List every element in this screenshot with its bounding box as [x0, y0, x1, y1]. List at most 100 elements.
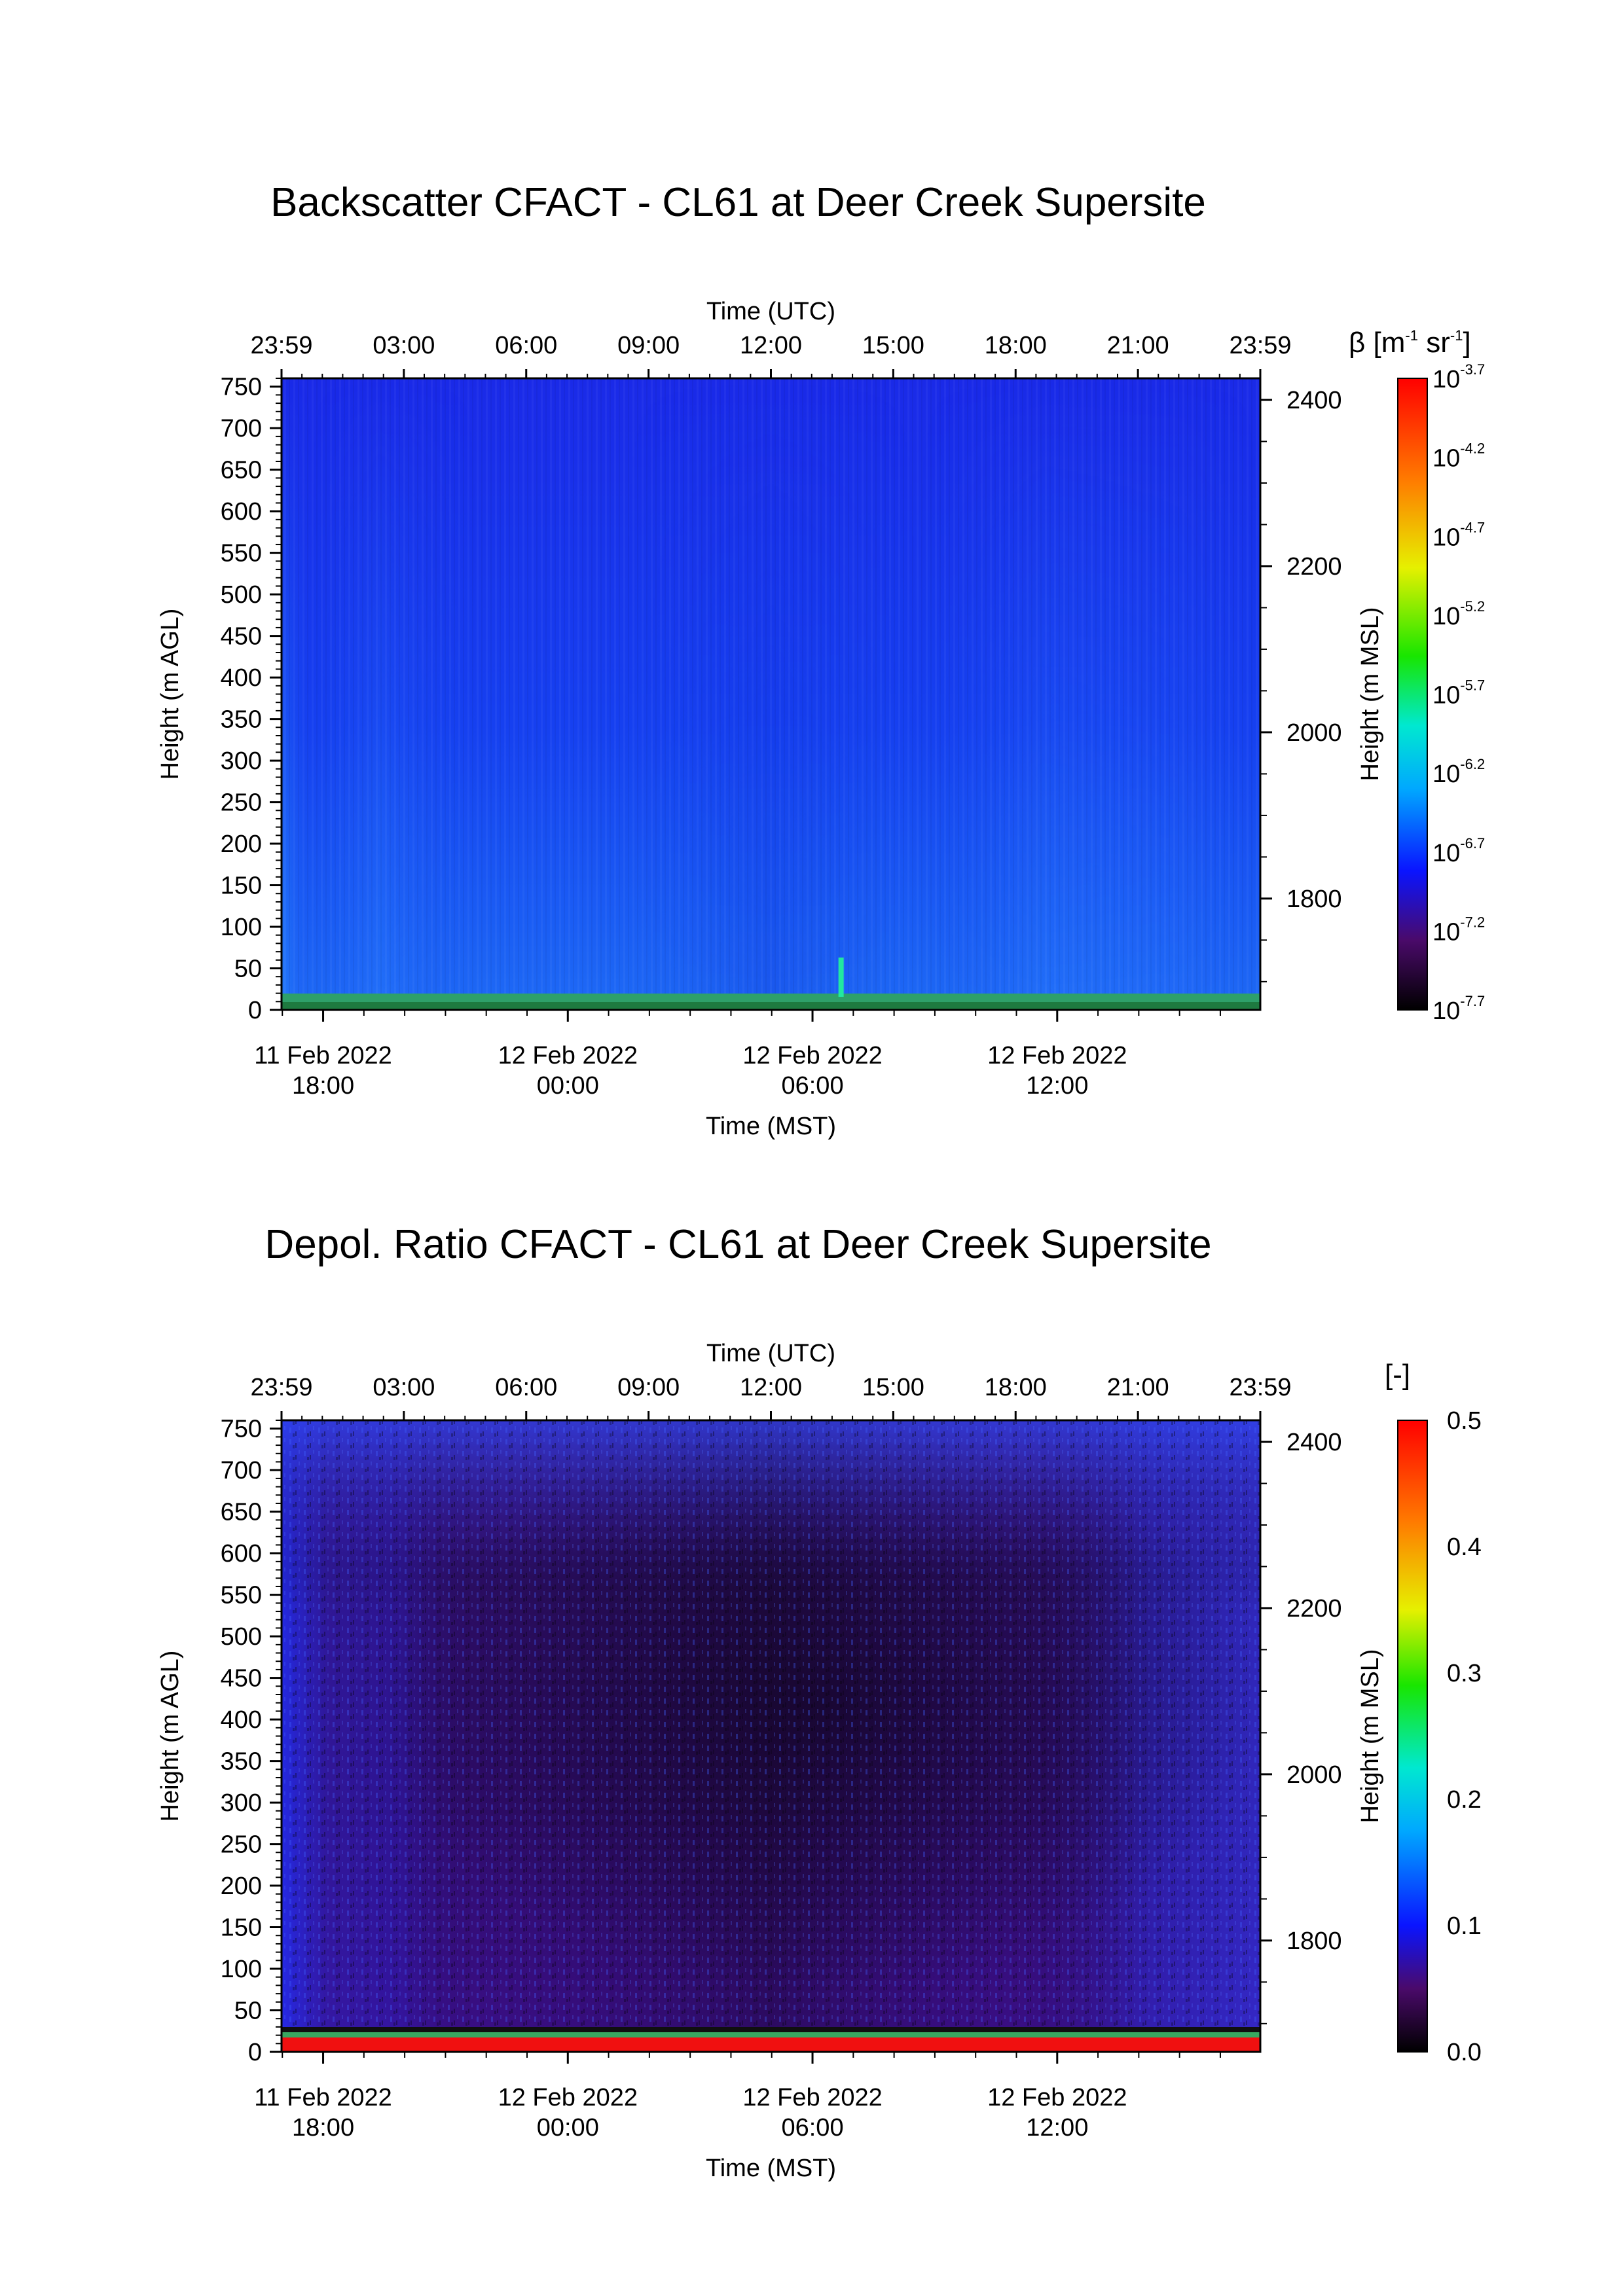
backscatter-spike: [838, 958, 844, 997]
x-tick-label-utc: 21:00: [1107, 332, 1169, 359]
y-tick-label-agl: 400: [221, 1706, 262, 1734]
colorbar-tick-base: 10: [1432, 682, 1460, 709]
y-tick-label-msl: 1800: [1286, 886, 1342, 913]
y-tick-label-agl: 100: [221, 1956, 262, 1983]
x-tick-time-mst: 18:00: [292, 2114, 354, 2142]
y-tick-label-agl: 450: [221, 623, 262, 651]
x-tick-time-mst: 18:00: [292, 1072, 354, 1100]
y-tick-label-agl: 650: [221, 1499, 262, 1526]
y-tick-label-msl: 2400: [1286, 1429, 1342, 1456]
colorbar-gradient: [1397, 1420, 1428, 2053]
x-tick-label-utc: 06:00: [495, 332, 557, 359]
colorbar-tick-base: 10: [1432, 524, 1460, 551]
colorbar-label-part: -1: [1450, 327, 1463, 344]
y-tick-label-agl: 50: [234, 956, 262, 983]
x-axis-label-top: Time (UTC): [706, 298, 835, 325]
x-tick-label-utc: 12:00: [740, 332, 802, 359]
x-tick-label-utc: 12:00: [740, 1374, 802, 1401]
x-tick-date-mst: 12 Feb 2022: [987, 1042, 1127, 1069]
x-tick-label-utc: 15:00: [862, 332, 924, 359]
y-tick-label-agl: 0: [248, 997, 262, 1024]
x-tick-time-mst: 12:00: [1026, 2114, 1088, 2142]
x-tick-date-mst: 11 Feb 2022: [254, 2084, 392, 2111]
x-tick-label-utc: 23:59: [1229, 332, 1291, 359]
x-tick-time-mst: 06:00: [781, 2114, 843, 2142]
colorbar-tick-base: 10: [1432, 366, 1460, 393]
y-tick-label-agl: 700: [221, 415, 262, 442]
colorbar: 10-3.710-4.210-4.710-5.210-5.710-6.210-6…: [1349, 327, 1485, 1025]
y-axis-label-left: Height (m AGL): [156, 1651, 184, 1822]
y-tick-label-agl: 350: [221, 706, 262, 734]
y-tick-label-agl: 400: [221, 664, 262, 692]
x-tick-label-utc: 23:59: [250, 332, 312, 359]
y-tick-label-msl: 2000: [1286, 719, 1342, 747]
x-tick-label-utc: 03:00: [373, 1374, 435, 1401]
colorbar-label: [-]: [1385, 1359, 1410, 1391]
colorbar-tick-exponent: -6.2: [1460, 756, 1485, 772]
chart-title: Backscatter CFACT - CL61 at Deer Creek S…: [270, 180, 1206, 225]
y-tick-label-agl: 200: [221, 1873, 262, 1900]
surface-layer-green: [282, 2032, 1260, 2037]
surface-layer-dark: [282, 1002, 1260, 1010]
colorbar-tick-label: 10-6.7: [1432, 835, 1485, 867]
chart-2: Depol. Ratio CFACT - CL61 at Deer Creek …: [156, 1222, 1482, 2182]
x-tick-label-utc: 03:00: [373, 332, 435, 359]
x-tick-time-mst: 06:00: [781, 1072, 843, 1100]
colorbar-tick-exponent: -6.7: [1460, 835, 1485, 852]
heatmap-field: [282, 378, 1260, 1010]
colorbar-tick-label: 0.4: [1447, 1534, 1482, 1561]
x-tick-label-utc: 23:59: [1229, 1374, 1291, 1401]
y-tick-label-agl: 700: [221, 1457, 262, 1484]
y-tick-label-agl: 450: [221, 1665, 262, 1693]
x-tick-date-mst: 12 Feb 2022: [498, 2084, 638, 2111]
colorbar-label-part: -1: [1405, 327, 1418, 344]
y-axis-label-right: Height (m MSL): [1357, 1649, 1384, 1823]
x-tick-label-utc: 15:00: [862, 1374, 924, 1401]
colorbar-tick-base: 10: [1432, 997, 1460, 1025]
y-tick-label-agl: 550: [221, 540, 262, 567]
y-axis-label-left: Height (m AGL): [156, 609, 184, 780]
colorbar-tick-exponent: -5.7: [1460, 677, 1485, 694]
colorbar-tick-base: 10: [1432, 918, 1460, 946]
y-tick-label-agl: 0: [248, 2039, 262, 2066]
x-tick-label-utc: 09:00: [617, 332, 680, 359]
colorbar-label-part: ]: [1463, 327, 1470, 359]
y-tick-label-msl: 2000: [1286, 1761, 1342, 1789]
x-tick-label-utc: 21:00: [1107, 1374, 1169, 1401]
colorbar-tick-exponent: -7.2: [1460, 914, 1485, 930]
y-tick-label-agl: 600: [221, 498, 262, 526]
x-tick-date-mst: 11 Feb 2022: [254, 1042, 392, 1069]
y-tick-label-agl: 750: [221, 374, 262, 401]
colorbar-tick-base: 10: [1432, 603, 1460, 630]
colorbar-tick-exponent: -5.2: [1460, 598, 1485, 615]
y-tick-label-agl: 300: [221, 1789, 262, 1817]
heatmap-texture: [282, 378, 1260, 1010]
y-tick-label-agl: 100: [221, 914, 262, 941]
y-tick-label-agl: 250: [221, 789, 262, 817]
y-tick-label-agl: 500: [221, 1623, 262, 1651]
colorbar-tick-exponent: -4.7: [1460, 519, 1485, 535]
y-tick-label-msl: 2200: [1286, 553, 1342, 581]
colorbar-tick-label: 0.1: [1447, 1912, 1482, 1940]
colorbar-tick-base: 10: [1432, 761, 1460, 788]
y-tick-label-agl: 350: [221, 1748, 262, 1776]
heatmap-field: [282, 1420, 1260, 2052]
x-tick-time-mst: 00:00: [537, 1072, 599, 1100]
colorbar-tick-label: 10-5.2: [1432, 598, 1485, 630]
chart-title: Depol. Ratio CFACT - CL61 at Deer Creek …: [264, 1222, 1211, 1267]
x-axis-label-bottom: Time (MST): [706, 1113, 836, 1140]
colorbar-label-part: sr: [1418, 327, 1450, 359]
x-tick-label-utc: 06:00: [495, 1374, 557, 1401]
y-tick-label-agl: 300: [221, 747, 262, 775]
colorbar-tick-label: 10-7.2: [1432, 914, 1485, 946]
colorbar-label-part: β [m: [1349, 327, 1405, 359]
x-tick-date-mst: 12 Feb 2022: [987, 2084, 1127, 2111]
y-tick-label-agl: 650: [221, 457, 262, 484]
y-tick-label-agl: 750: [221, 1416, 262, 1443]
colorbar-tick-exponent: -4.2: [1460, 440, 1485, 457]
x-tick-date-mst: 12 Feb 2022: [498, 1042, 638, 1069]
colorbar-gradient: [1397, 378, 1428, 1011]
x-tick-time-mst: 00:00: [537, 2114, 599, 2142]
colorbar-tick-exponent: -7.7: [1460, 993, 1485, 1009]
y-tick-label-agl: 550: [221, 1582, 262, 1609]
